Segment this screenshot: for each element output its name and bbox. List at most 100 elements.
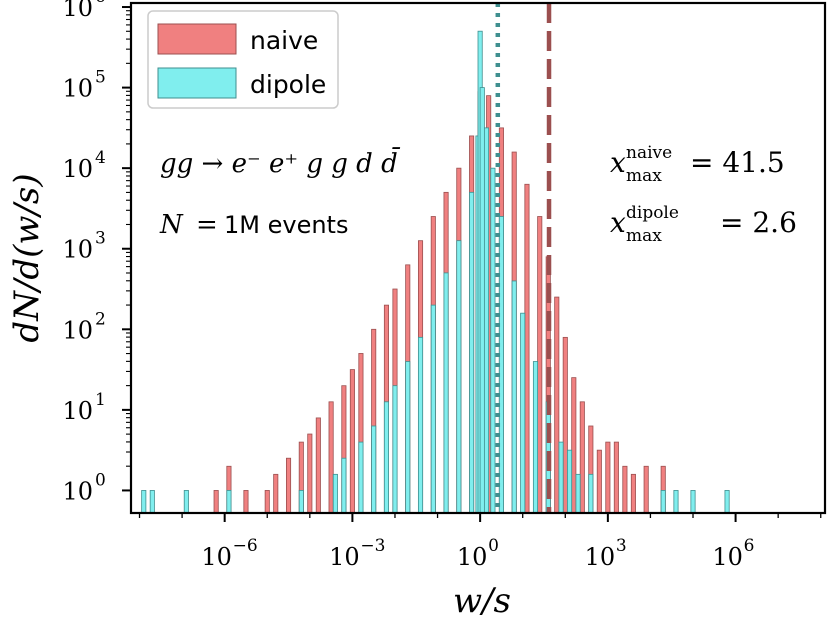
naive-bar-8 [315,417,321,514]
y-tick-exp-3: 3 [95,229,106,249]
dipole-bar-24 [520,312,526,514]
x-tick-label-1: 10 [329,543,360,571]
events-count: 1M events [224,211,348,239]
dipole-bar-3 [226,490,232,514]
x-axis-ticks: 10 −6 10 −3 10 0 10 3 10 6 [138,513,822,571]
naive-max-symbol: x [610,146,626,179]
naive-bar-11 [349,369,355,514]
dipole-bar-31 [660,490,666,514]
dipole-bar-29 [575,473,581,514]
legend-naive-label: naive [250,26,318,55]
legend-dipole-label: dipole [250,70,326,99]
naive-bar-9 [328,401,334,514]
naive-bar-4 [273,473,279,514]
dipole-max-sub: max [626,226,662,246]
dipole-bar-7 [358,441,364,514]
dipole-bar-12 [417,336,424,514]
dipole-bar-28 [567,449,573,514]
naive-bar-2 [243,490,249,514]
y-tick-exp-1: 1 [95,390,106,410]
events-equals: = [196,210,218,240]
naive-max-sup: naive [626,143,672,163]
dipole-bar-6 [341,457,347,514]
legend: naive dipole [147,10,339,109]
dipole-bar-2 [183,490,189,514]
naive-bar-7 [307,433,313,514]
x-tick-label-3: 10 [585,543,616,571]
events-annotation: N = 1M events [159,210,348,240]
y-tick-label-2: 10 [62,316,93,344]
dipole-max-annotation: x dipole max = 2.6 [610,203,797,246]
events-symbol: N [159,210,184,240]
y-tick-label-3: 10 [62,236,93,264]
y-axis-label: dN/d(w/s) [7,173,47,342]
y-tick-exp-4: 4 [95,148,106,168]
y-axis-ticks: 100101102103104105106 [62,0,131,505]
dipole-bar-14 [443,272,449,514]
plot-frame [129,1,827,515]
x-tick-label-4: 10 [712,543,743,571]
dipole-bar-25 [532,361,539,514]
dipole-bar-1 [149,490,155,514]
x-tick-exp-4: 6 [744,536,755,556]
dipole-bar-10 [392,385,398,514]
dipole-bar-0 [141,490,147,514]
naive-bar-32 [579,401,585,514]
dipole-bar-21 [490,167,496,514]
dipole-bar-33 [690,490,696,514]
dipole-bar-8 [371,425,377,514]
legend-dipole-swatch [157,67,237,99]
dipole-bar-32 [673,490,679,514]
process-annotation: gg → e⁻ e⁺ g g d d̄ [160,146,401,179]
y-tick-label-0: 10 [62,477,93,505]
naive-bar-34 [596,449,602,514]
naive-bar-36 [613,441,619,514]
naive-bar-39 [643,465,649,514]
naive-max-annotation: x naive max = 41.5 [610,143,785,186]
dipole-bar-11 [405,361,411,514]
naive-bar-31 [571,377,577,514]
y-tick-label-6: 10 [62,0,93,22]
naive-bar-26 [524,183,530,514]
dipole-bar-16 [469,191,475,514]
x-axis-label: w/s [453,581,511,621]
y-tick-label-1: 10 [62,397,93,425]
x-tick-label-0: 10 [201,543,232,571]
naive-bar-35 [605,441,611,514]
naive-bar-5 [285,457,292,514]
y-tick-exp-0: 0 [95,470,106,490]
x-tick-label-2: 10 [457,543,488,571]
naive-bar-3 [264,490,270,514]
naive-bar-27 [537,216,543,514]
naive-bar-38 [630,473,636,514]
dipole-bar-27 [558,441,564,514]
max-lines [495,3,552,513]
dipole-bar-30 [588,473,594,514]
naive-max-value: = 41.5 [690,146,785,179]
naive-bar-29 [554,296,560,514]
y-tick-exp-5: 5 [95,68,106,88]
dipole-bar-23 [511,280,517,514]
dipole-bar-9 [383,401,389,514]
x-tick-exp-0: −6 [233,536,258,556]
dipole-bar-19 [479,87,485,514]
dipole-bar-13 [430,304,436,514]
dipole-max-sup: dipole [626,203,679,223]
y-tick-label-4: 10 [62,155,93,183]
y-tick-exp-6: 6 [95,0,106,7]
x-tick-exp-3: 3 [616,536,627,556]
dipole-bar-20 [483,127,490,514]
legend-naive-swatch [157,23,237,55]
dipole-max-symbol: x [610,206,626,239]
dipole-bar-15 [456,240,462,514]
dipole-bar-34 [724,490,730,514]
x-tick-exp-1: −3 [360,536,385,556]
naive-bar-0 [213,490,219,514]
dipole-bar-4 [298,490,304,514]
y-tick-exp-2: 2 [95,309,106,329]
x-tick-exp-2: 0 [488,536,499,556]
naive-bar-37 [622,465,628,514]
naive-bar-30 [562,336,568,514]
dipole-bar-5 [332,473,338,514]
